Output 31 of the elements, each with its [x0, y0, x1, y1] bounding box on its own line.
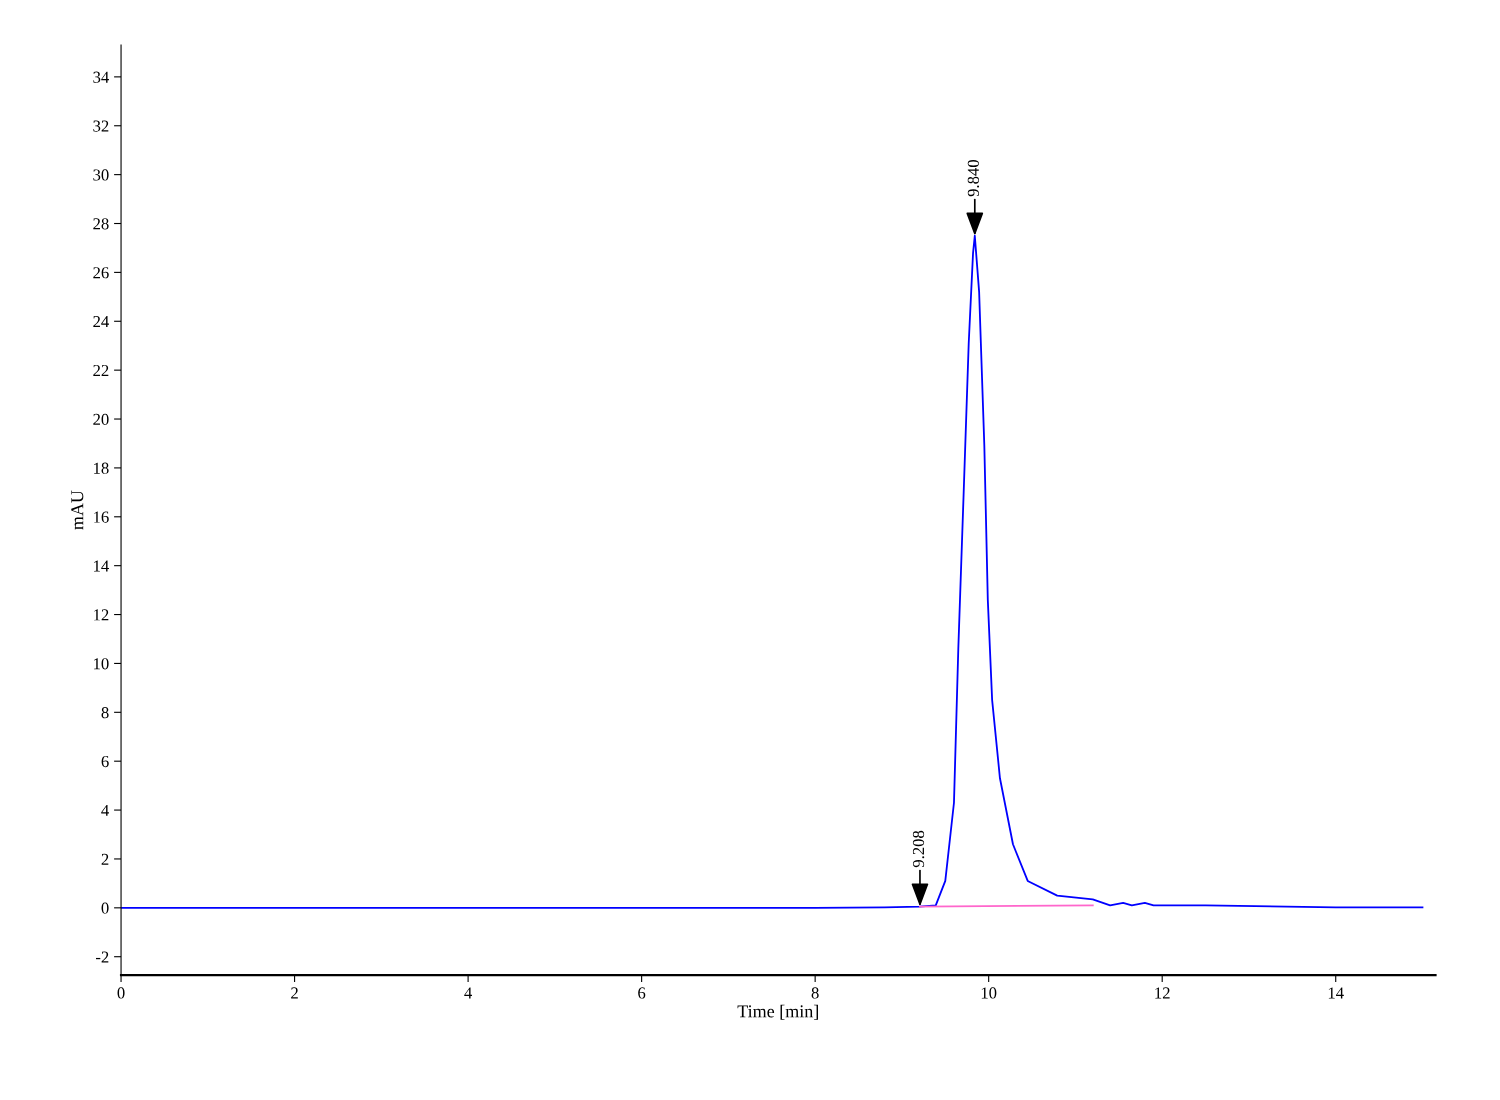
y-tick-label: 6	[101, 755, 109, 768]
y-tick-label: 12	[94, 609, 109, 621]
x-tick-label: 12	[1155, 987, 1170, 999]
annotation: 9.840	[967, 159, 980, 197]
y-tick-label: 14	[94, 560, 109, 572]
y-tick-label: 26	[93, 267, 109, 279]
y-tick-label: 32	[93, 120, 109, 132]
y-axis-title: mAU	[71, 490, 84, 530]
y-tick-label: 18	[94, 462, 109, 474]
y-tick-label: 30	[93, 169, 109, 181]
y-tick-label: 24	[93, 316, 109, 328]
y-tick-label: 4	[101, 804, 109, 816]
y-tick-label: 28	[93, 218, 109, 230]
x-tick-label: 2	[291, 987, 298, 999]
y-tick-label: 22	[93, 364, 109, 376]
y-tick-label: -2	[95, 951, 109, 963]
x-tick-label: 8	[811, 987, 819, 999]
x-tick-label: 14	[1328, 987, 1344, 999]
y-tick-label: 16	[94, 511, 109, 523]
y-tick-label: 20	[93, 413, 109, 425]
x-tick-label: 6	[638, 987, 646, 999]
y-tick-label: 10	[94, 658, 109, 670]
x-tick-label: 0	[117, 987, 125, 999]
y-tick-label: 34	[93, 71, 109, 83]
annotation: 9.208	[912, 830, 925, 868]
x-axis-title: Time [min]	[737, 1004, 818, 1020]
x-tick-label: 10	[981, 987, 997, 999]
x-tick-label: 4	[464, 987, 473, 999]
y-tick-label: 2	[101, 853, 109, 865]
y-tick-label: 8	[101, 707, 109, 719]
y-tick-label: 0	[101, 902, 109, 914]
